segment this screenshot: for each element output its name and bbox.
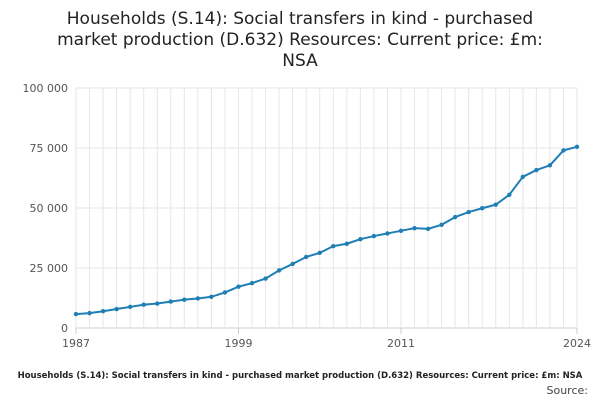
data-point-1998[interactable] [222, 290, 228, 295]
chart-title: Households (S.14): Social transfers in k… [57, 9, 543, 71]
data-point-2013[interactable] [425, 226, 431, 232]
y-tick-label: 50 000 [30, 202, 69, 215]
data-point-2007[interactable] [344, 241, 350, 246]
data-point-2000[interactable] [249, 280, 255, 286]
data-point-2017[interactable] [480, 206, 485, 211]
data-point-1996[interactable] [195, 296, 201, 301]
source-label: Source: [547, 384, 589, 397]
data-point-2006[interactable] [331, 243, 336, 249]
data-point-2020[interactable] [520, 174, 526, 179]
gridlines [75, 87, 578, 329]
data-point-1989[interactable] [100, 309, 106, 314]
data-point-2009[interactable] [371, 233, 377, 239]
data-point-2008[interactable] [358, 237, 363, 242]
data-point-2010[interactable] [385, 231, 390, 236]
data-point-2023[interactable] [561, 148, 566, 153]
x-tick-label: 2024 [563, 337, 591, 350]
chart-title-line-2: market production (D.632) Resources: Cur… [57, 30, 543, 50]
data-point-2012[interactable] [412, 225, 417, 231]
data-point-1993[interactable] [155, 301, 160, 306]
data-point-2015[interactable] [452, 214, 458, 220]
data-point-2022[interactable] [547, 163, 553, 168]
data-point-2002[interactable] [276, 268, 282, 273]
data-point-2016[interactable] [466, 209, 471, 215]
data-point-2005[interactable] [317, 250, 322, 256]
data-point-2011[interactable] [398, 228, 404, 233]
data-point-1994[interactable] [168, 299, 173, 304]
x-tick-label: 2011 [387, 337, 415, 350]
y-tick-label: 100 000 [23, 82, 69, 95]
x-tick-label: 1987 [62, 337, 90, 350]
data-point-1988[interactable] [87, 310, 92, 316]
data-point-2001[interactable] [263, 276, 268, 281]
y-axis-tick-labels: 0 25 000 50 000 75 000 100 000 [23, 82, 69, 335]
data-point-2021[interactable] [534, 167, 539, 173]
x-tick-label: 1999 [224, 337, 252, 350]
data-point-1987[interactable] [73, 311, 79, 317]
data-point-2004[interactable] [303, 254, 309, 260]
y-tick-label: 75 000 [30, 142, 69, 155]
data-point-2019[interactable] [507, 192, 512, 197]
chart-title-line-1: Households (S.14): Social transfers in k… [67, 9, 533, 29]
data-point-1995[interactable] [182, 297, 187, 302]
legend-entry: Households (S.14): Social transfers in k… [18, 371, 583, 381]
y-tick-label: 25 000 [30, 262, 69, 275]
series-line [75, 145, 578, 316]
data-series [73, 144, 580, 317]
data-point-1997[interactable] [209, 294, 214, 299]
data-point-1992[interactable] [141, 302, 146, 307]
x-axis-ticks: 1987 1999 2011 2024 [62, 328, 591, 350]
y-tick-label: 0 [61, 322, 68, 335]
data-point-2014[interactable] [439, 222, 444, 227]
data-point-2003[interactable] [290, 261, 295, 267]
chart-title-line-3: NSA [282, 51, 318, 71]
data-point-2018[interactable] [493, 202, 498, 207]
data-point-1999[interactable] [236, 284, 241, 289]
data-point-1990[interactable] [114, 306, 119, 312]
data-point-2024[interactable] [574, 144, 580, 149]
data-point-1991[interactable] [127, 304, 133, 310]
